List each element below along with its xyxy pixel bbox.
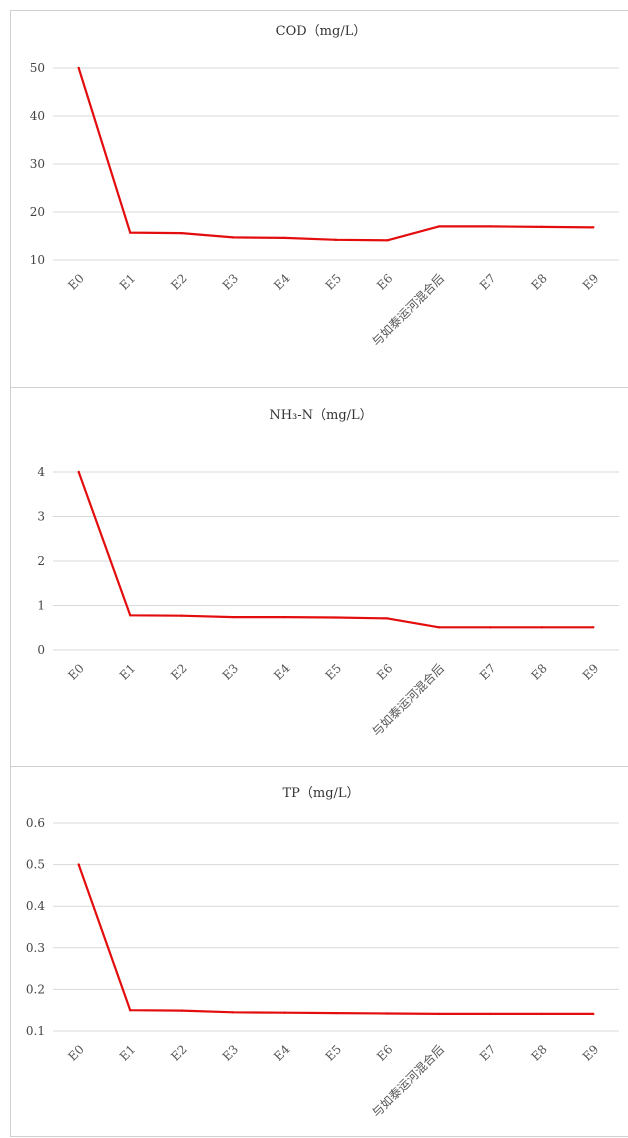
series-line xyxy=(77,864,594,1015)
data-point xyxy=(334,616,338,619)
data-point xyxy=(283,1011,286,1014)
y-tick-label: 0.3 xyxy=(26,941,45,955)
chart-title: COD（mg/L） xyxy=(276,24,367,39)
x-category-label: E8 xyxy=(528,661,550,683)
data-point xyxy=(592,626,595,629)
x-category-label: E8 xyxy=(528,1042,550,1064)
data-point xyxy=(489,626,492,629)
x-category-label: E1 xyxy=(117,1042,139,1064)
chart-title: NH₃-N（mg/L） xyxy=(269,408,372,423)
x-category-label: E4 xyxy=(271,661,293,683)
data-point xyxy=(540,626,544,629)
x-category-label: E2 xyxy=(168,1042,190,1064)
x-category-label: E8 xyxy=(528,271,550,293)
x-category-label: E2 xyxy=(168,661,190,683)
data-point xyxy=(437,225,441,228)
data-point xyxy=(592,1012,595,1016)
data-point xyxy=(592,226,595,229)
data-point xyxy=(283,236,286,240)
x-category-label: E9 xyxy=(580,1042,602,1064)
y-tick-label: 1 xyxy=(37,599,45,613)
y-tick-label: 0 xyxy=(37,643,45,657)
data-point xyxy=(540,225,544,229)
nh3n-chart-panel: NH₃-N（mg/L） 4 3 2 1 0 E0 E1 E2 E3 E4 E5 E6 与如泰运河混合后 E… xyxy=(10,387,628,767)
data-point xyxy=(386,239,389,242)
x-category-label: E3 xyxy=(220,661,242,683)
y-tick-label: 50 xyxy=(30,61,45,75)
y-tick-label: 3 xyxy=(37,510,45,524)
x-category-label: E5 xyxy=(323,271,345,293)
x-category-label: E1 xyxy=(117,661,139,683)
data-point xyxy=(77,66,80,70)
series-line xyxy=(77,471,594,629)
data-point xyxy=(489,1012,492,1016)
x-category-label: E0 xyxy=(65,661,87,683)
data-point xyxy=(231,1011,235,1014)
y-tick-label: 10 xyxy=(30,253,45,267)
x-category-label: E0 xyxy=(65,271,87,293)
y-tick-label: 0.5 xyxy=(26,858,45,872)
tp-line-chart: TP（mg/L） 0.6 0.5 0.4 0.3 0.2 0.1 E0 E1 E2 E3 E4 E5 E… xyxy=(26,786,619,1120)
data-point xyxy=(180,614,183,617)
x-category-label: E3 xyxy=(220,1042,242,1064)
y-tick-label: 20 xyxy=(30,205,45,219)
data-point xyxy=(437,626,441,629)
data-point xyxy=(231,615,235,619)
x-category-label: E9 xyxy=(580,661,602,683)
data-point xyxy=(283,615,286,619)
x-category-label: E7 xyxy=(477,1042,499,1064)
y-tick-label: 0.6 xyxy=(26,816,45,830)
x-category-label: E5 xyxy=(323,661,345,683)
data-point xyxy=(386,617,389,620)
cod-chart-panel: COD（mg/L） 50 40 30 20 10 E0 E1 E2 E3 E4 E5 E6 与如泰运河混… xyxy=(10,10,628,388)
y-tick-label: 30 xyxy=(30,157,45,171)
y-tick-label: 4 xyxy=(37,465,45,479)
data-point xyxy=(128,231,132,234)
y-tick-label: 2 xyxy=(37,554,45,568)
x-category-label: E7 xyxy=(477,661,499,683)
y-tick-label: 40 xyxy=(30,109,45,123)
data-point xyxy=(231,236,235,239)
data-point xyxy=(489,225,492,228)
data-point xyxy=(128,614,132,617)
x-category-label: E3 xyxy=(220,271,242,293)
tp-chart-panel: TP（mg/L） 0.6 0.5 0.4 0.3 0.2 0.1 E0 E1 E2 E3 E4 E5 E… xyxy=(10,766,628,1137)
data-point xyxy=(180,231,183,235)
series-line xyxy=(77,67,594,242)
x-category-label: E9 xyxy=(580,271,602,293)
x-category-label: E6 xyxy=(374,271,396,293)
x-category-label: E6 xyxy=(374,661,396,683)
x-category-label: E2 xyxy=(168,271,190,293)
x-category-label: E4 xyxy=(271,271,293,293)
x-category-label: E1 xyxy=(117,271,139,293)
data-point xyxy=(77,863,80,866)
data-point xyxy=(540,1012,544,1016)
y-tick-label: 0.1 xyxy=(26,1024,45,1038)
data-point xyxy=(334,238,338,242)
x-category-label: E5 xyxy=(323,1042,345,1064)
x-category-label: E6 xyxy=(374,1042,396,1064)
data-point xyxy=(128,1009,132,1012)
y-tick-label: 0.2 xyxy=(26,982,45,996)
data-point xyxy=(386,1012,389,1015)
chart-title: TP（mg/L） xyxy=(282,786,359,801)
data-point xyxy=(334,1011,338,1015)
data-point xyxy=(180,1009,183,1012)
y-tick-label: 0.4 xyxy=(26,899,45,913)
data-point xyxy=(437,1012,441,1016)
x-category-label: E7 xyxy=(477,271,499,293)
x-category-label: E0 xyxy=(65,1042,87,1064)
x-category-label: E4 xyxy=(271,1042,293,1064)
data-point xyxy=(77,470,80,474)
